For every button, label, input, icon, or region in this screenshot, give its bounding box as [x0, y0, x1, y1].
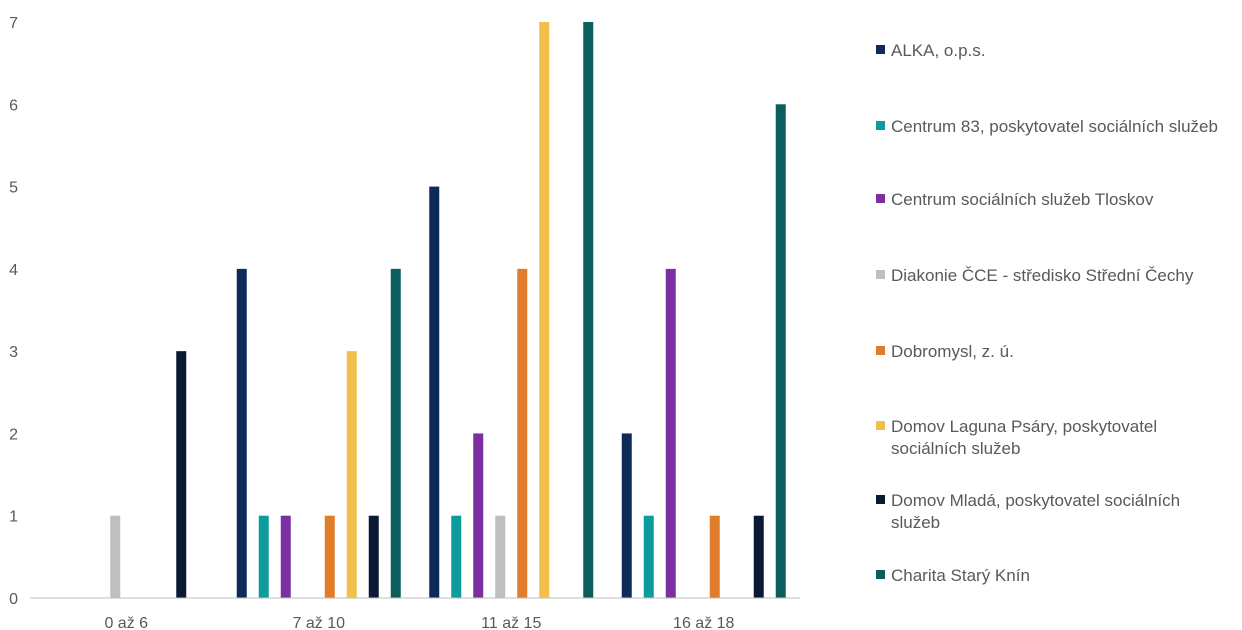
- x-tick-label: 7 až 10: [293, 615, 346, 630]
- legend-item: Domov Mladá, poskytovatel sociálních slu…: [876, 490, 1236, 534]
- legend-label: Charita Starý Knín: [891, 566, 1030, 585]
- legend-swatch: [876, 270, 885, 279]
- legend: ALKA, o.p.s. Centrum 83, poskytovatel soc…: [876, 0, 1236, 630]
- y-tick-label: 0: [9, 591, 18, 608]
- legend-item: Centrum 83, poskytovatel sociálních služ…: [876, 116, 1236, 138]
- y-tick-label: 2: [9, 426, 18, 443]
- bar: [583, 22, 594, 598]
- bar: [517, 268, 528, 598]
- legend-label: ALKA, o.p.s.: [891, 41, 986, 60]
- legend-swatch: [876, 194, 885, 203]
- bar: [775, 104, 786, 599]
- bar: [753, 515, 764, 598]
- bar: [665, 268, 676, 598]
- bar: [368, 515, 379, 598]
- y-tick-label: 1: [9, 509, 18, 526]
- bar: [324, 515, 335, 598]
- bar: [473, 433, 484, 598]
- bar: [709, 515, 720, 598]
- legend-swatch: [876, 45, 885, 54]
- legend-swatch: [876, 495, 885, 504]
- bar: [621, 433, 632, 598]
- legend-label: Centrum 83, poskytovatel sociálních služ…: [891, 117, 1218, 136]
- bar: [390, 268, 401, 598]
- legend-label: Dobromysl, z. ú.: [891, 342, 1014, 361]
- legend-swatch: [876, 421, 885, 430]
- bar: [539, 22, 550, 598]
- bar: [110, 515, 121, 598]
- x-axis-ticks: 0 až 6 7 až 10 11 až 15 16 až 18: [104, 615, 734, 630]
- legend-label: Domov Laguna Psáry, poskytovatel sociáln…: [891, 417, 1158, 458]
- legend-swatch: [876, 346, 885, 355]
- legend-label: Diakonie ČCE - středisko Střední Čechy: [891, 266, 1194, 285]
- bar: [236, 268, 247, 598]
- legend-item: Centrum sociálních služeb Tloskov: [876, 189, 1236, 211]
- bar: [258, 515, 269, 598]
- bar: [346, 351, 357, 598]
- bar: [176, 351, 187, 598]
- y-axis-ticks: 0 1 2 3 4 5 6 7: [9, 15, 18, 608]
- legend-swatch: [876, 570, 885, 579]
- x-tick-label: 16 až 18: [673, 615, 734, 630]
- x-tick-label: 11 až 15: [481, 615, 541, 630]
- y-tick-label: 6: [9, 97, 18, 114]
- x-tick-label: 0 až 6: [104, 615, 148, 630]
- legend-item: Dobromysl, z. ú.: [876, 341, 1236, 363]
- legend-item: Diakonie ČCE - středisko Střední Čechy: [876, 265, 1236, 287]
- legend-label: Domov Mladá, poskytovatel sociálních slu…: [891, 491, 1181, 532]
- y-tick-label: 4: [9, 262, 18, 279]
- bar: [429, 186, 440, 599]
- bar: [643, 515, 654, 598]
- bar: [495, 515, 506, 598]
- bar: [451, 515, 462, 598]
- legend-swatch: [876, 121, 885, 130]
- y-tick-label: 3: [9, 344, 18, 361]
- y-tick-label: 7: [9, 15, 18, 32]
- legend-item: Domov Laguna Psáry, poskytovatel sociáln…: [876, 416, 1236, 460]
- legend-item: ALKA, o.p.s.: [876, 40, 1236, 62]
- legend-item: Charita Starý Knín: [876, 565, 1236, 587]
- bar: [280, 515, 291, 598]
- legend-label: Centrum sociálních služeb Tloskov: [891, 190, 1154, 209]
- bars-group: [110, 22, 786, 599]
- y-tick-label: 5: [9, 180, 18, 197]
